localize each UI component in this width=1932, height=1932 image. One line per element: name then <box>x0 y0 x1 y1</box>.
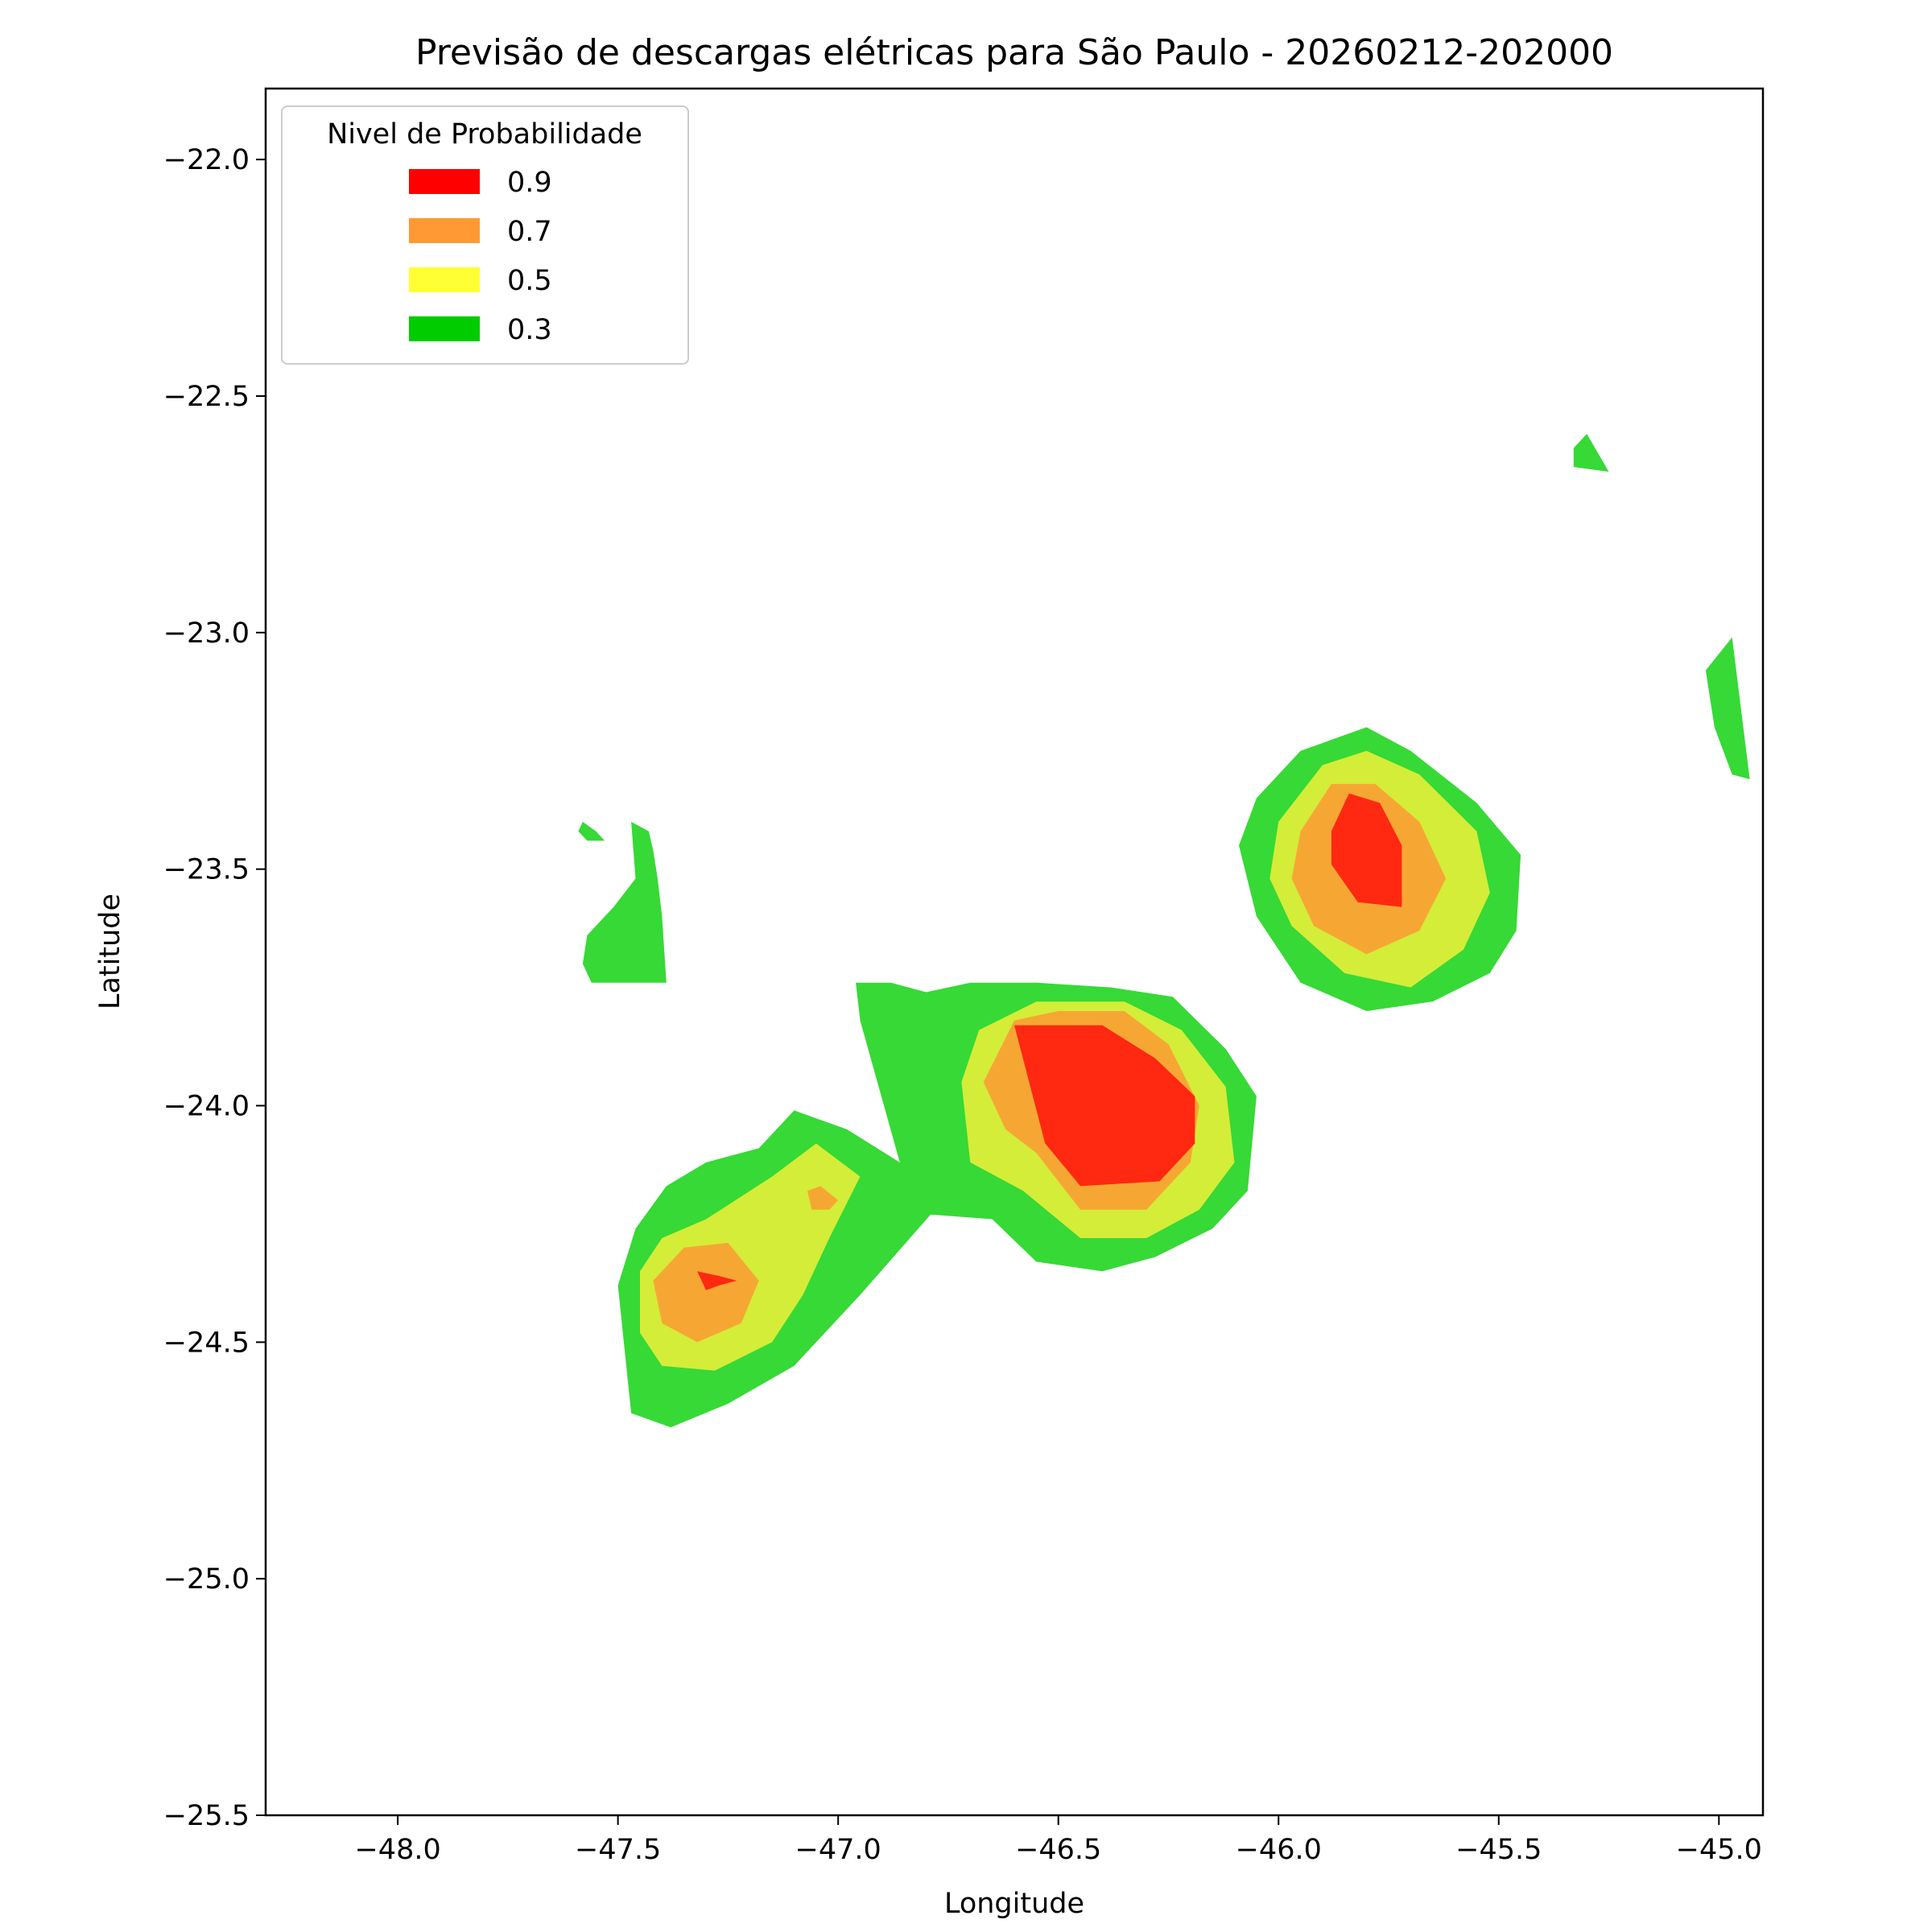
contour-region-03-0 <box>582 821 667 983</box>
x-tick-label: −45.5 <box>1455 1834 1542 1866</box>
contour-region-09-14 <box>1014 1025 1195 1187</box>
legend-swatch-07 <box>409 218 480 243</box>
legend-box <box>281 105 689 365</box>
y-tick-label: −24.5 <box>163 1327 250 1359</box>
y-tick-label: −23.0 <box>163 617 250 650</box>
y-tick-label: −22.5 <box>163 381 250 413</box>
x-tick-label: −46.5 <box>1015 1834 1101 1866</box>
x-tick-label: −47.0 <box>795 1834 881 1866</box>
y-axis-label: Latitude <box>94 894 126 1009</box>
legend-label-03: 0.3 <box>507 314 552 346</box>
contour-region-09-13 <box>697 1271 737 1290</box>
legend-swatch-09 <box>409 169 480 194</box>
y-tick-label: −22.0 <box>163 144 250 176</box>
plot-frame <box>264 87 1765 1817</box>
y-axis: −22.0 −22.5 −23.0 −23.5 −24.0 −24.5 −25.0 −25.5 <box>163 144 266 1832</box>
x-axis: −48.0 −47.5 −47.0 −46.5 −46.0 −45.5 −45.0 <box>354 1815 1762 1866</box>
contour-region-09-15 <box>1331 793 1402 907</box>
contour-region-07-10 <box>807 1186 839 1210</box>
chart-title: Previsão de descargas elétricas para São… <box>415 32 1613 73</box>
x-tick-label: −47.5 <box>575 1834 661 1866</box>
x-axis-label: Longitude <box>944 1888 1084 1920</box>
legend-label-07: 0.7 <box>507 216 552 248</box>
x-tick-label: −45.0 <box>1676 1834 1762 1866</box>
legend-swatch-03 <box>409 316 480 341</box>
contour-region-03-2 <box>1573 434 1609 472</box>
x-tick-label: −46.0 <box>1236 1834 1322 1866</box>
x-tick-label: −48.0 <box>354 1834 440 1866</box>
y-tick-label: −25.5 <box>163 1800 250 1832</box>
contour-region-03-1 <box>578 821 605 841</box>
legend: Nivel de Probabilidade 0.9 0.7 0.5 0.3 <box>281 105 689 365</box>
y-tick-label: −23.5 <box>163 854 250 886</box>
legend-title: Nivel de Probabilidade <box>327 118 642 151</box>
y-tick-label: −25.0 <box>163 1563 250 1596</box>
legend-label-05: 0.5 <box>507 265 552 297</box>
y-tick-label: −24.0 <box>163 1090 250 1122</box>
contour-region-07-9 <box>653 1242 759 1343</box>
contour-fills <box>578 434 1750 1428</box>
legend-label-09: 0.9 <box>507 167 552 199</box>
legend-swatch-05 <box>409 267 480 292</box>
contour-region-03-3 <box>1705 637 1750 779</box>
